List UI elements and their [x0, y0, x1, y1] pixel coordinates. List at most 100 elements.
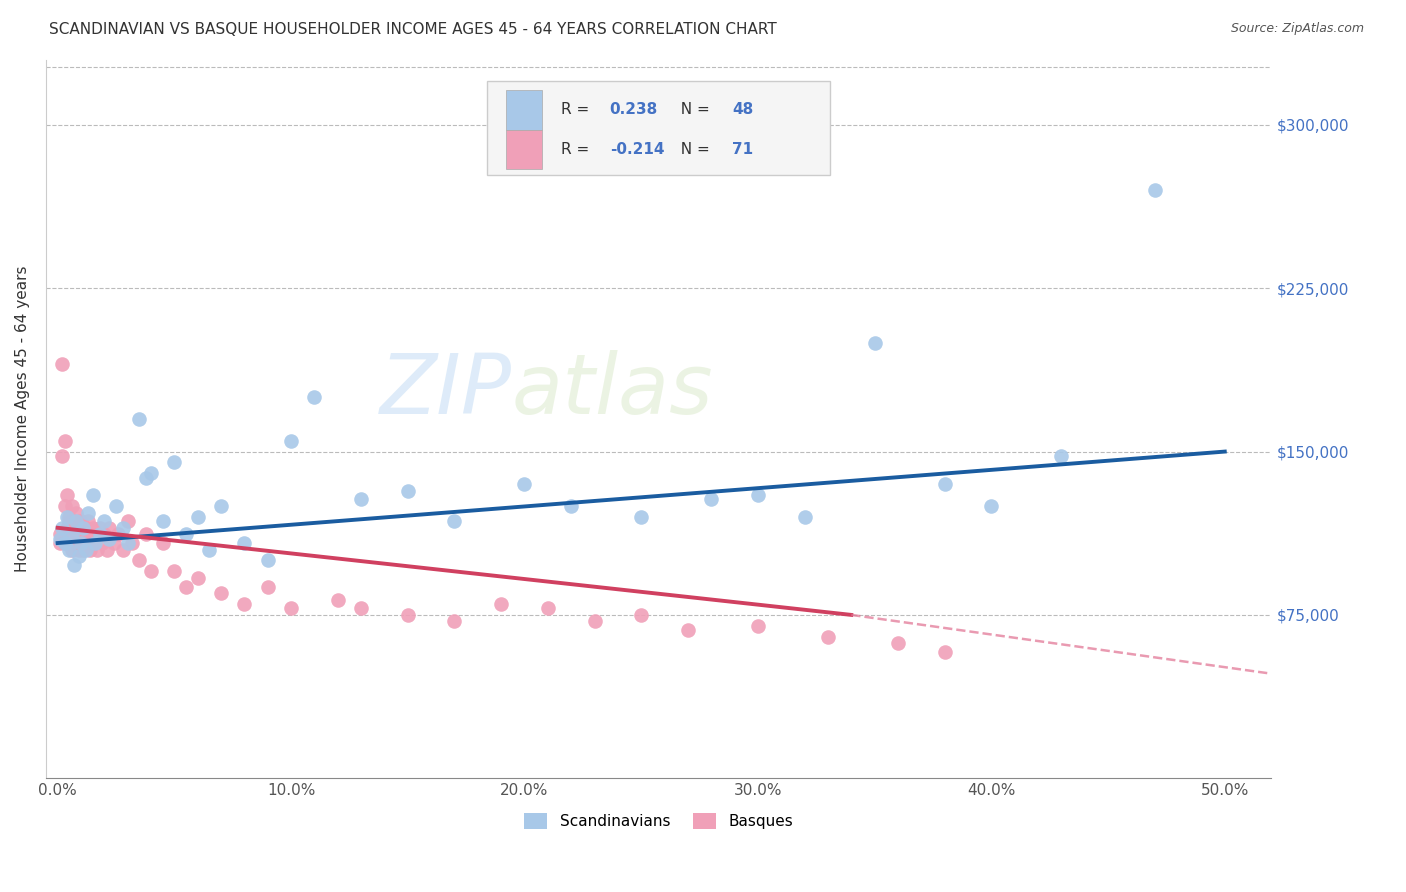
- Point: [51, 449, 73, 463]
- Point: [86, 542, 108, 557]
- Point: [163, 455, 186, 469]
- Point: [58, 514, 80, 528]
- Point: [67, 549, 90, 563]
- Point: [51, 521, 73, 535]
- Point: [396, 483, 419, 498]
- Point: [443, 615, 465, 629]
- Point: [56, 521, 79, 535]
- Point: [58, 532, 80, 546]
- Point: [187, 509, 209, 524]
- Point: [49, 536, 72, 550]
- Point: [887, 636, 910, 650]
- Point: [98, 521, 121, 535]
- Point: [630, 607, 652, 622]
- Point: [77, 514, 100, 528]
- Point: [70, 536, 93, 550]
- Point: [793, 509, 815, 524]
- Text: 71: 71: [733, 142, 754, 157]
- Point: [93, 514, 115, 528]
- Point: [77, 527, 100, 541]
- Point: [233, 536, 256, 550]
- Point: [65, 514, 87, 528]
- Point: [72, 532, 94, 546]
- Point: [980, 499, 1002, 513]
- Point: [163, 565, 186, 579]
- Point: [747, 488, 769, 502]
- Text: N =: N =: [671, 142, 714, 157]
- Text: ZIP: ZIP: [380, 350, 512, 431]
- Point: [630, 509, 652, 524]
- Point: [135, 471, 157, 485]
- Point: [63, 558, 86, 572]
- Point: [51, 358, 73, 372]
- Point: [233, 597, 256, 611]
- Point: [174, 580, 197, 594]
- Point: [1143, 183, 1166, 197]
- Text: R =: R =: [561, 142, 593, 157]
- Point: [128, 412, 150, 426]
- Point: [560, 499, 582, 513]
- Point: [53, 434, 76, 448]
- Point: [58, 509, 80, 524]
- Point: [72, 542, 94, 557]
- Point: [111, 521, 134, 535]
- Point: [67, 542, 90, 557]
- Point: [70, 521, 93, 535]
- Point: [280, 601, 302, 615]
- Point: [70, 514, 93, 528]
- Point: [60, 542, 83, 557]
- Point: [135, 527, 157, 541]
- Point: [256, 580, 278, 594]
- Point: [56, 488, 79, 502]
- Point: [152, 536, 174, 550]
- Point: [139, 565, 162, 579]
- Point: [174, 527, 197, 541]
- Point: [209, 499, 232, 513]
- Point: [198, 542, 221, 557]
- Point: [128, 553, 150, 567]
- Point: [489, 597, 512, 611]
- Point: [863, 335, 886, 350]
- Point: [82, 536, 104, 550]
- Text: 0.238: 0.238: [610, 103, 658, 118]
- Point: [117, 536, 139, 550]
- Text: R =: R =: [561, 103, 593, 118]
- Point: [89, 527, 111, 541]
- Point: [58, 542, 80, 557]
- Point: [111, 542, 134, 557]
- Text: 48: 48: [733, 103, 754, 118]
- FancyBboxPatch shape: [486, 81, 831, 175]
- Point: [139, 467, 162, 481]
- Point: [747, 619, 769, 633]
- Point: [934, 477, 956, 491]
- Point: [75, 536, 97, 550]
- Point: [350, 601, 373, 615]
- Point: [63, 521, 86, 535]
- Point: [304, 390, 326, 404]
- Point: [513, 477, 536, 491]
- Point: [326, 592, 349, 607]
- Point: [103, 536, 125, 550]
- Point: [60, 527, 83, 541]
- Point: [60, 521, 83, 535]
- Point: [75, 521, 97, 535]
- Point: [82, 488, 104, 502]
- Point: [53, 536, 76, 550]
- Point: [396, 607, 419, 622]
- Point: [93, 527, 115, 541]
- Point: [350, 492, 373, 507]
- Point: [256, 553, 278, 567]
- Point: [105, 499, 128, 513]
- Legend: Scandinavians, Basques: Scandinavians, Basques: [519, 807, 799, 835]
- FancyBboxPatch shape: [506, 90, 543, 129]
- Point: [121, 536, 143, 550]
- Point: [79, 542, 101, 557]
- Point: [63, 514, 86, 528]
- Point: [107, 527, 129, 541]
- Point: [98, 532, 121, 546]
- Point: [53, 499, 76, 513]
- Point: [70, 536, 93, 550]
- Point: [280, 434, 302, 448]
- Point: [117, 514, 139, 528]
- Point: [96, 542, 118, 557]
